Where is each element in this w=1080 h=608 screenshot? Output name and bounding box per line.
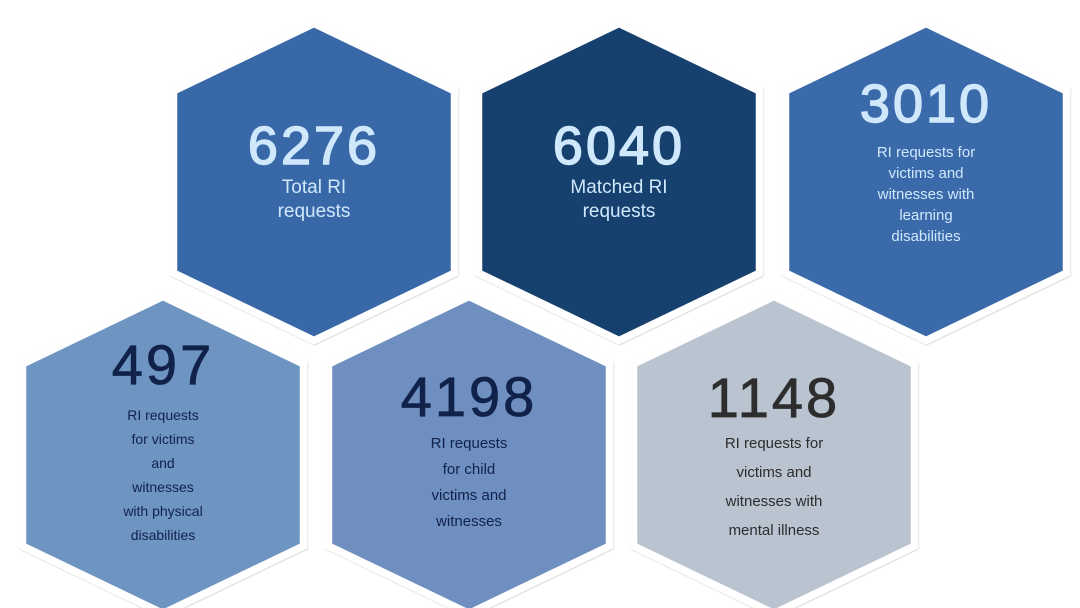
svg-text:RI requests: RI requests <box>431 435 508 452</box>
svg-text:1148: 1148 <box>708 366 840 429</box>
svg-text:learning: learning <box>899 207 952 224</box>
svg-text:mental illness: mental illness <box>729 522 820 539</box>
svg-text:with physical: with physical <box>122 503 202 519</box>
svg-text:Total RI: Total RI <box>282 177 346 198</box>
svg-text:requests: requests <box>278 201 351 222</box>
svg-text:witnesses with: witnesses with <box>725 493 823 510</box>
svg-text:witnesses: witnesses <box>435 513 502 530</box>
svg-text:4198: 4198 <box>401 365 538 428</box>
svg-text:disabilities: disabilities <box>891 228 960 245</box>
svg-text:for child: for child <box>443 461 496 478</box>
svg-text:victims and: victims and <box>736 464 811 481</box>
svg-text:RI requests: RI requests <box>127 407 199 423</box>
svg-text:victims and: victims and <box>888 165 963 182</box>
svg-text:497: 497 <box>112 333 214 396</box>
svg-text:disabilities: disabilities <box>131 527 196 543</box>
svg-text:for victims: for victims <box>132 431 195 447</box>
svg-text:RI requests for: RI requests for <box>725 435 823 452</box>
svg-text:requests: requests <box>583 201 656 222</box>
svg-text:RI requests for: RI requests for <box>877 144 975 161</box>
svg-text:Matched RI: Matched RI <box>570 177 667 198</box>
svg-text:victims and: victims and <box>431 487 506 504</box>
svg-text:witnesses with: witnesses with <box>877 186 975 203</box>
svg-text:and: and <box>151 455 174 471</box>
svg-text:6276: 6276 <box>248 116 380 176</box>
svg-text:3010: 3010 <box>860 74 992 134</box>
svg-text:6040: 6040 <box>553 116 685 176</box>
svg-text:witnesses: witnesses <box>131 479 193 495</box>
